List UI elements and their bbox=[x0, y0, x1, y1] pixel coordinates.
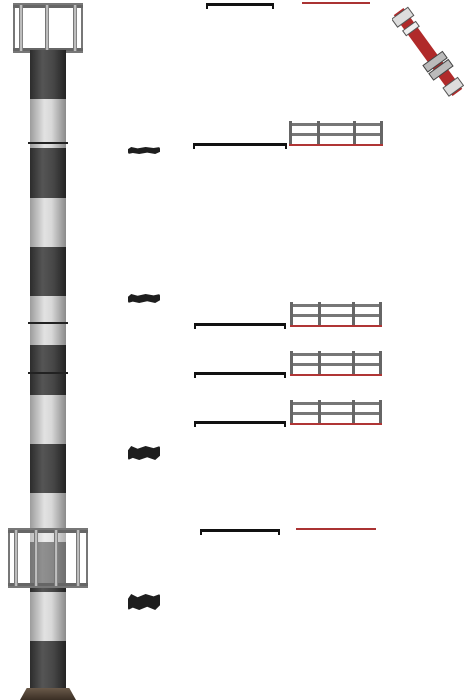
tower-segment bbox=[30, 99, 66, 149]
debris-bit-icon bbox=[128, 446, 160, 460]
tower-segment bbox=[30, 443, 66, 494]
tower-joint bbox=[28, 142, 68, 144]
top-railing-cage bbox=[13, 3, 83, 53]
tower-segment bbox=[30, 345, 66, 395]
tower-segment bbox=[30, 296, 66, 346]
tower-joint bbox=[28, 372, 68, 374]
tower-segment bbox=[30, 148, 66, 198]
tower-segment bbox=[30, 640, 66, 690]
tower-segment bbox=[30, 246, 66, 297]
black-rail-segment bbox=[194, 421, 286, 427]
fence-railing-icon bbox=[290, 351, 382, 376]
tower-segment bbox=[30, 394, 66, 444]
black-rail-segment bbox=[206, 3, 274, 9]
fence-railing-icon bbox=[290, 400, 382, 425]
fence-railing-icon bbox=[289, 121, 383, 146]
black-rail-segment bbox=[194, 372, 286, 378]
red-rail-segment bbox=[302, 2, 370, 4]
tower-segment bbox=[30, 50, 66, 100]
black-rail-segment bbox=[193, 143, 287, 149]
tower-segment bbox=[30, 591, 66, 641]
tower-segment bbox=[30, 197, 66, 247]
tower-joint bbox=[28, 322, 68, 324]
red-rail-segment bbox=[296, 528, 376, 530]
fence-railing-icon bbox=[290, 302, 382, 327]
mid-railing-cage bbox=[8, 528, 88, 588]
striped-tower-pole-icon bbox=[28, 50, 68, 690]
red-white-pipe-icon bbox=[392, 6, 464, 97]
black-rail-segment bbox=[194, 323, 286, 329]
black-rail-segment bbox=[200, 529, 280, 535]
debris-bit-icon bbox=[128, 594, 160, 610]
tower-base bbox=[20, 688, 76, 700]
debris-bit-icon bbox=[128, 294, 160, 303]
debris-bit-icon bbox=[128, 147, 160, 154]
